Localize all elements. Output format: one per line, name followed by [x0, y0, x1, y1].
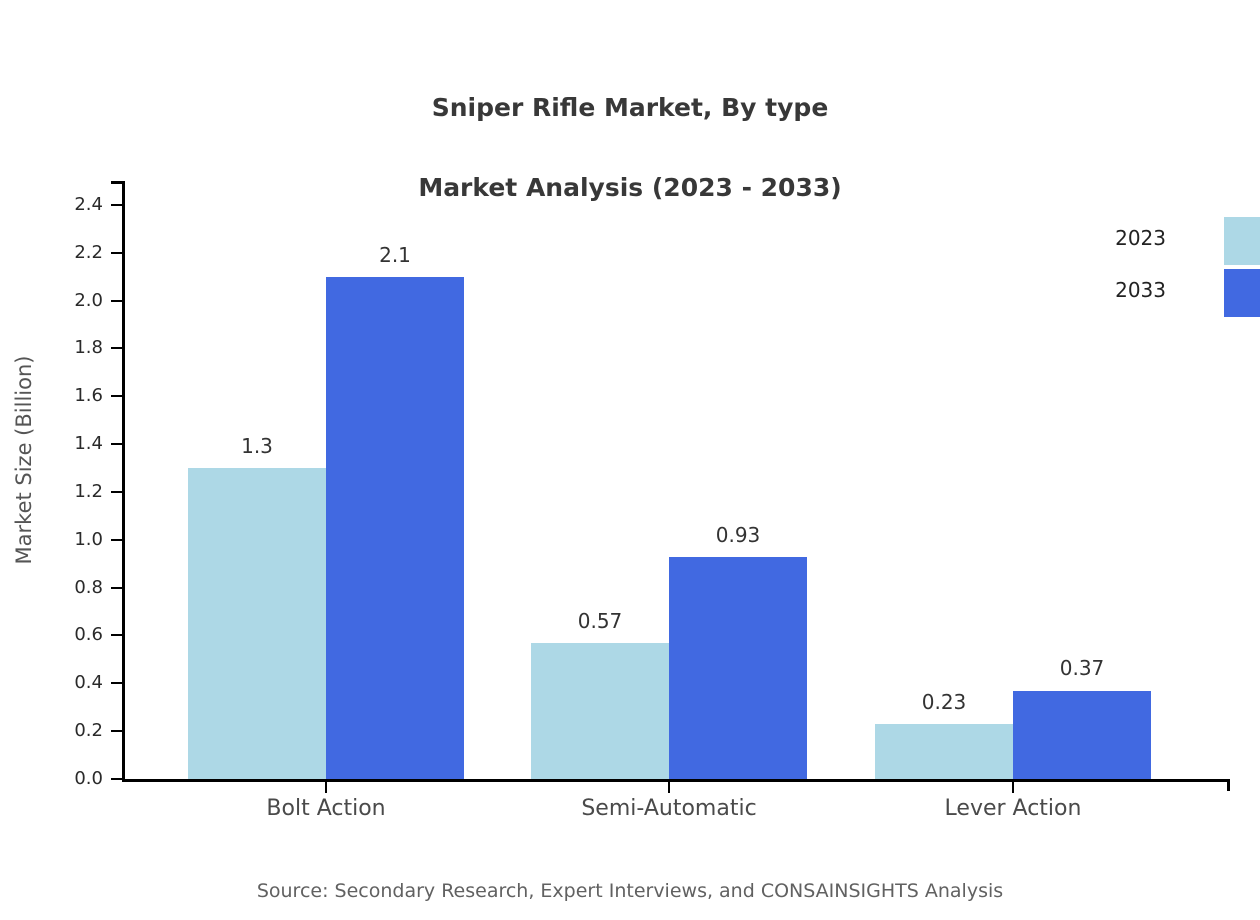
source-note: Source: Secondary Research, Expert Inter… — [256, 880, 1004, 902]
y-axis-tick-label: 1.0 — [74, 528, 103, 550]
y-axis-tick-label: 1.2 — [74, 480, 103, 502]
bar-value-label: 1.3 — [241, 434, 273, 459]
bar-value-label: 2.1 — [379, 242, 411, 267]
x-axis-spine — [122, 779, 1230, 782]
bar-2033-semi-automatic[interactable] — [669, 556, 807, 779]
y-axis-tick-label: 2.2 — [74, 241, 103, 263]
bar-2023-semi-automatic[interactable] — [531, 642, 669, 779]
y-axis-tick — [111, 778, 123, 780]
bar-2023-bolt-action[interactable] — [188, 468, 326, 779]
plot-area: 1.3 2.1 0.57 0.93 0.23 0.37 — [111, 181, 1230, 793]
bar-2033-bolt-action[interactable] — [326, 276, 464, 779]
y-axis-tick — [111, 682, 123, 685]
legend-label: 2033 — [1115, 278, 1166, 302]
y-axis-spine — [122, 181, 125, 782]
y-axis-tick — [111, 347, 123, 350]
chart-title-line-1: Sniper Rifle Market, By type — [431, 93, 829, 122]
y-axis-tick — [111, 490, 123, 493]
legend-item-2033[interactable]: 2033 — [1115, 269, 1260, 321]
bar-value-label: 0.57 — [577, 608, 623, 633]
y-axis-tick-label: 1.4 — [74, 433, 103, 455]
x-axis-tick — [1012, 782, 1014, 793]
y-axis-tick — [111, 251, 123, 254]
x-axis-category-label: Bolt Action — [266, 796, 386, 821]
y-axis-tick-label: 0.2 — [74, 720, 103, 742]
y-axis-tick — [111, 634, 123, 637]
bar-value-label: 0.93 — [715, 522, 761, 547]
y-axis-tick-label: 0.6 — [74, 624, 103, 646]
bar-2033-lever-action[interactable] — [1013, 690, 1151, 779]
y-axis-tick — [111, 203, 123, 206]
y-axis-tick — [111, 299, 123, 302]
bar-2023-lever-action[interactable] — [875, 723, 1013, 779]
y-axis-tick — [111, 443, 123, 446]
chart-legend: 2023 2033 — [1115, 217, 1260, 321]
y-axis-top-cap — [111, 181, 123, 184]
x-axis-end-cap — [1227, 779, 1230, 791]
x-axis-category-label: Semi-Automatic — [581, 796, 757, 821]
y-axis-tick-label: 2.4 — [74, 193, 103, 215]
y-axis-tick — [111, 586, 123, 589]
y-axis-tick-labels: 0.0 0.2 0.4 0.6 0.8 1.0 1.2 1.4 1.6 1.8 2.0 2.2 2.4 — [0, 181, 1260, 787]
y-axis-tick-label: 0.8 — [74, 576, 103, 598]
x-axis-category-label: Lever Action — [944, 796, 1082, 821]
y-axis-tick — [111, 538, 123, 541]
y-axis-tick-label: 0.4 — [74, 672, 103, 694]
x-axis-tick — [325, 782, 327, 793]
x-axis-tick — [668, 782, 670, 793]
chart-title: Sniper Rifle Market, By type Market Anal… — [0, 48, 1260, 248]
y-axis-tick-label: 1.8 — [74, 337, 103, 359]
y-axis-tick — [111, 395, 123, 398]
chart-title-line-2: Market Analysis (2023 - 2033) — [418, 173, 842, 202]
legend-swatch — [1224, 217, 1260, 265]
y-axis-tick-label: 2.0 — [74, 289, 103, 311]
bar-value-label: 0.37 — [1059, 656, 1105, 681]
bar-value-label: 0.23 — [921, 689, 967, 714]
y-axis-tick — [111, 730, 123, 733]
legend-swatch — [1224, 269, 1260, 317]
y-axis-tick-label: 1.6 — [74, 385, 103, 407]
legend-item-2023[interactable]: 2023 — [1115, 217, 1260, 269]
x-axis-labels: Bolt Action Semi-Automatic Lever Action — [122, 794, 1230, 830]
legend-label: 2023 — [1115, 226, 1166, 250]
y-axis-tick-label: 0.0 — [74, 768, 103, 789]
